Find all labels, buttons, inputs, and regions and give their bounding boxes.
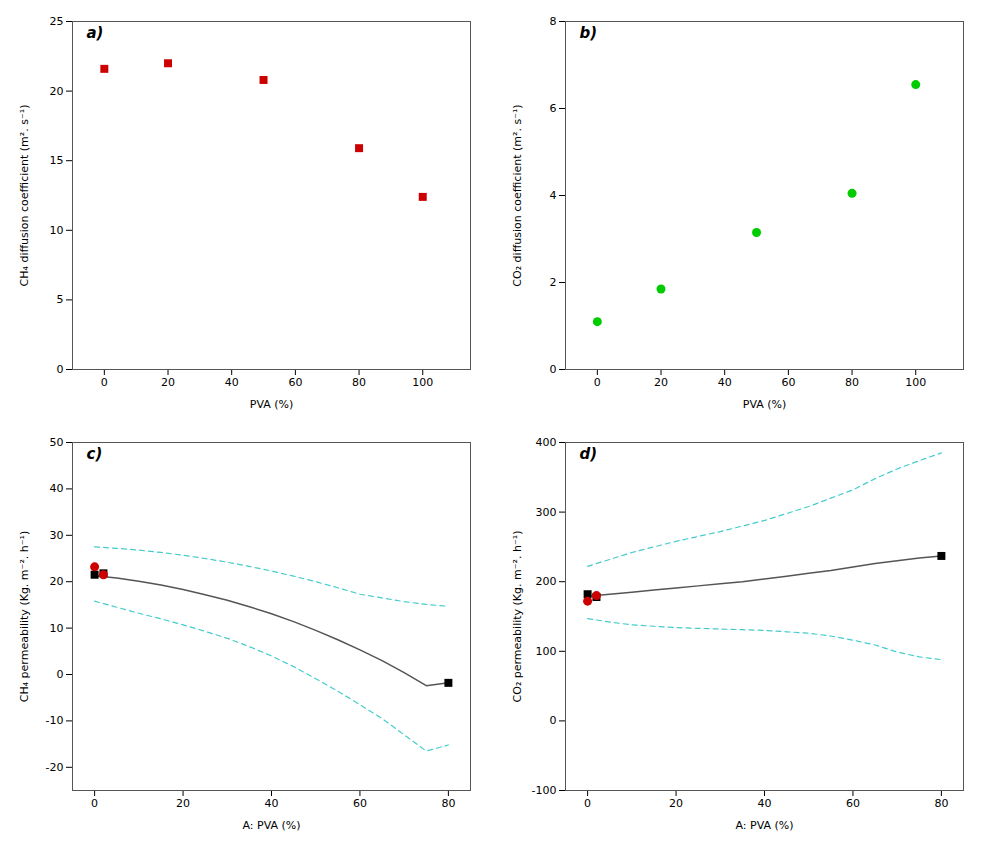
svg-text:0: 0: [593, 376, 600, 389]
svg-text:A: PVA (%): A: PVA (%): [735, 818, 793, 831]
svg-text:5: 5: [56, 293, 63, 306]
svg-text:c): c): [86, 445, 102, 463]
svg-text:100: 100: [535, 644, 556, 657]
svg-text:80: 80: [352, 376, 366, 389]
svg-text:40: 40: [264, 797, 278, 810]
svg-text:PVA (%): PVA (%): [742, 397, 786, 410]
svg-text:100: 100: [905, 376, 926, 389]
svg-text:6: 6: [549, 102, 556, 115]
svg-text:15: 15: [49, 154, 63, 167]
svg-text:60: 60: [781, 376, 795, 389]
svg-text:0: 0: [56, 668, 63, 681]
svg-text:A: PVA (%): A: PVA (%): [242, 818, 300, 831]
svg-text:80: 80: [845, 376, 859, 389]
svg-text:200: 200: [535, 575, 556, 588]
svg-text:60: 60: [845, 797, 859, 810]
svg-text:60: 60: [352, 797, 366, 810]
svg-text:25: 25: [49, 15, 63, 28]
svg-text:400: 400: [535, 436, 556, 449]
svg-text:8: 8: [549, 15, 556, 28]
svg-text:20: 20: [176, 797, 190, 810]
svg-text:-20: -20: [45, 760, 63, 773]
svg-text:10: 10: [49, 223, 63, 236]
svg-text:10: 10: [49, 621, 63, 634]
svg-text:0: 0: [549, 714, 556, 727]
svg-text:40: 40: [757, 797, 771, 810]
svg-text:20: 20: [161, 376, 175, 389]
svg-text:CH₄ permeability (Kg. m⁻². h⁻¹: CH₄ permeability (Kg. m⁻². h⁻¹): [18, 530, 31, 702]
svg-text:4: 4: [549, 189, 556, 202]
svg-text:40: 40: [224, 376, 238, 389]
svg-text:30: 30: [49, 528, 63, 541]
svg-text:0: 0: [56, 363, 63, 376]
svg-text:PVA (%): PVA (%): [249, 397, 293, 410]
svg-text:CO₂ diffusion coefficient (m².: CO₂ diffusion coefficient (m². s⁻¹): [511, 104, 524, 286]
svg-text:0: 0: [100, 376, 107, 389]
svg-text:20: 20: [49, 575, 63, 588]
svg-text:100: 100: [412, 376, 433, 389]
svg-text:60: 60: [288, 376, 302, 389]
svg-text:300: 300: [535, 505, 556, 518]
svg-text:20: 20: [49, 84, 63, 97]
svg-text:a): a): [86, 24, 103, 42]
svg-text:0: 0: [549, 363, 556, 376]
svg-text:b): b): [579, 24, 597, 42]
svg-text:80: 80: [934, 797, 948, 810]
svg-text:20: 20: [669, 797, 683, 810]
svg-text:50: 50: [49, 436, 63, 449]
svg-text:40: 40: [49, 482, 63, 495]
svg-text:0: 0: [584, 797, 591, 810]
svg-text:CO₂ permeability (Kg. m⁻². h⁻¹: CO₂ permeability (Kg. m⁻². h⁻¹): [511, 530, 524, 702]
svg-text:2: 2: [549, 276, 556, 289]
svg-text:0: 0: [91, 797, 98, 810]
svg-text:80: 80: [441, 797, 455, 810]
svg-text:-100: -100: [531, 784, 556, 797]
svg-text:-10: -10: [45, 714, 63, 727]
svg-text:d): d): [579, 445, 597, 463]
svg-text:CH₄ diffusion coefficient (m².: CH₄ diffusion coefficient (m². s⁻¹): [18, 104, 31, 286]
svg-text:40: 40: [717, 376, 731, 389]
svg-text:20: 20: [654, 376, 668, 389]
